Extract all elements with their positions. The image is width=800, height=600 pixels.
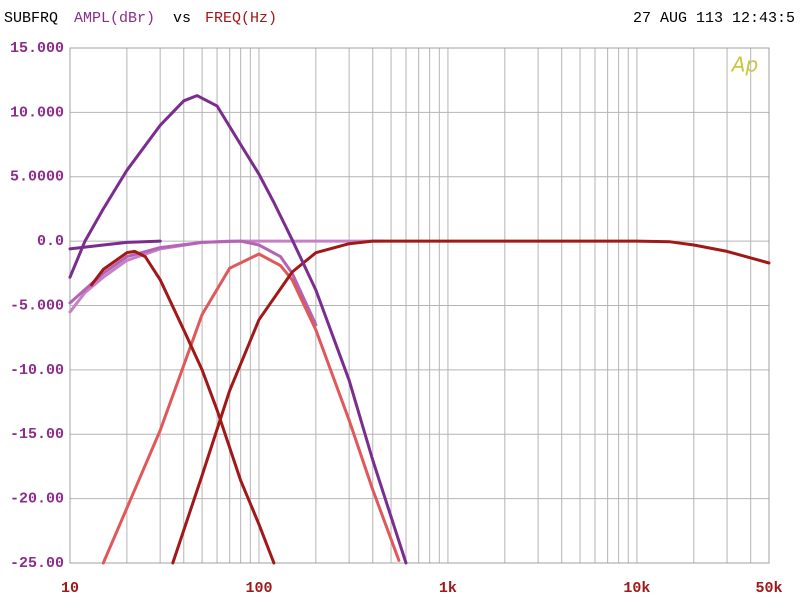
series-line <box>68 239 162 251</box>
vs-label: vs <box>173 10 191 27</box>
series-line <box>171 239 771 565</box>
x-tick-label: 50k <box>755 580 782 597</box>
series-line <box>101 252 401 565</box>
logo: Ap <box>730 53 758 77</box>
x-tick-label: 10k <box>623 580 650 597</box>
x-tick-label: 1k <box>439 580 457 597</box>
series-line <box>90 249 276 565</box>
y-tick-label: -25.00 <box>10 555 64 572</box>
y-tick-label: 0.0 <box>37 233 64 250</box>
timestamp: 27 AUG 113 12:43:5 <box>633 10 795 27</box>
y-tick-label: 15.000 <box>10 40 64 57</box>
plot-frame <box>69 47 770 564</box>
y-tick-label: -20.00 <box>10 491 64 508</box>
y-tick-label: 5.0000 <box>10 169 64 186</box>
series-line <box>68 239 318 327</box>
x-tick-label: 10 <box>61 580 79 597</box>
y-axis-label: AMPL(dBr) <box>74 10 155 27</box>
x-axis-label: FREQ(Hz) <box>205 10 277 27</box>
y-tick-label: -15.00 <box>10 426 64 443</box>
y-tick-label: -10.00 <box>10 362 64 379</box>
series-line <box>68 94 408 565</box>
x-tick-label: 100 <box>245 580 272 597</box>
y-tick-label: 10.000 <box>10 104 64 121</box>
y-tick-label: -5.000 <box>10 297 64 314</box>
plot-name: SUBFRQ <box>4 10 58 27</box>
